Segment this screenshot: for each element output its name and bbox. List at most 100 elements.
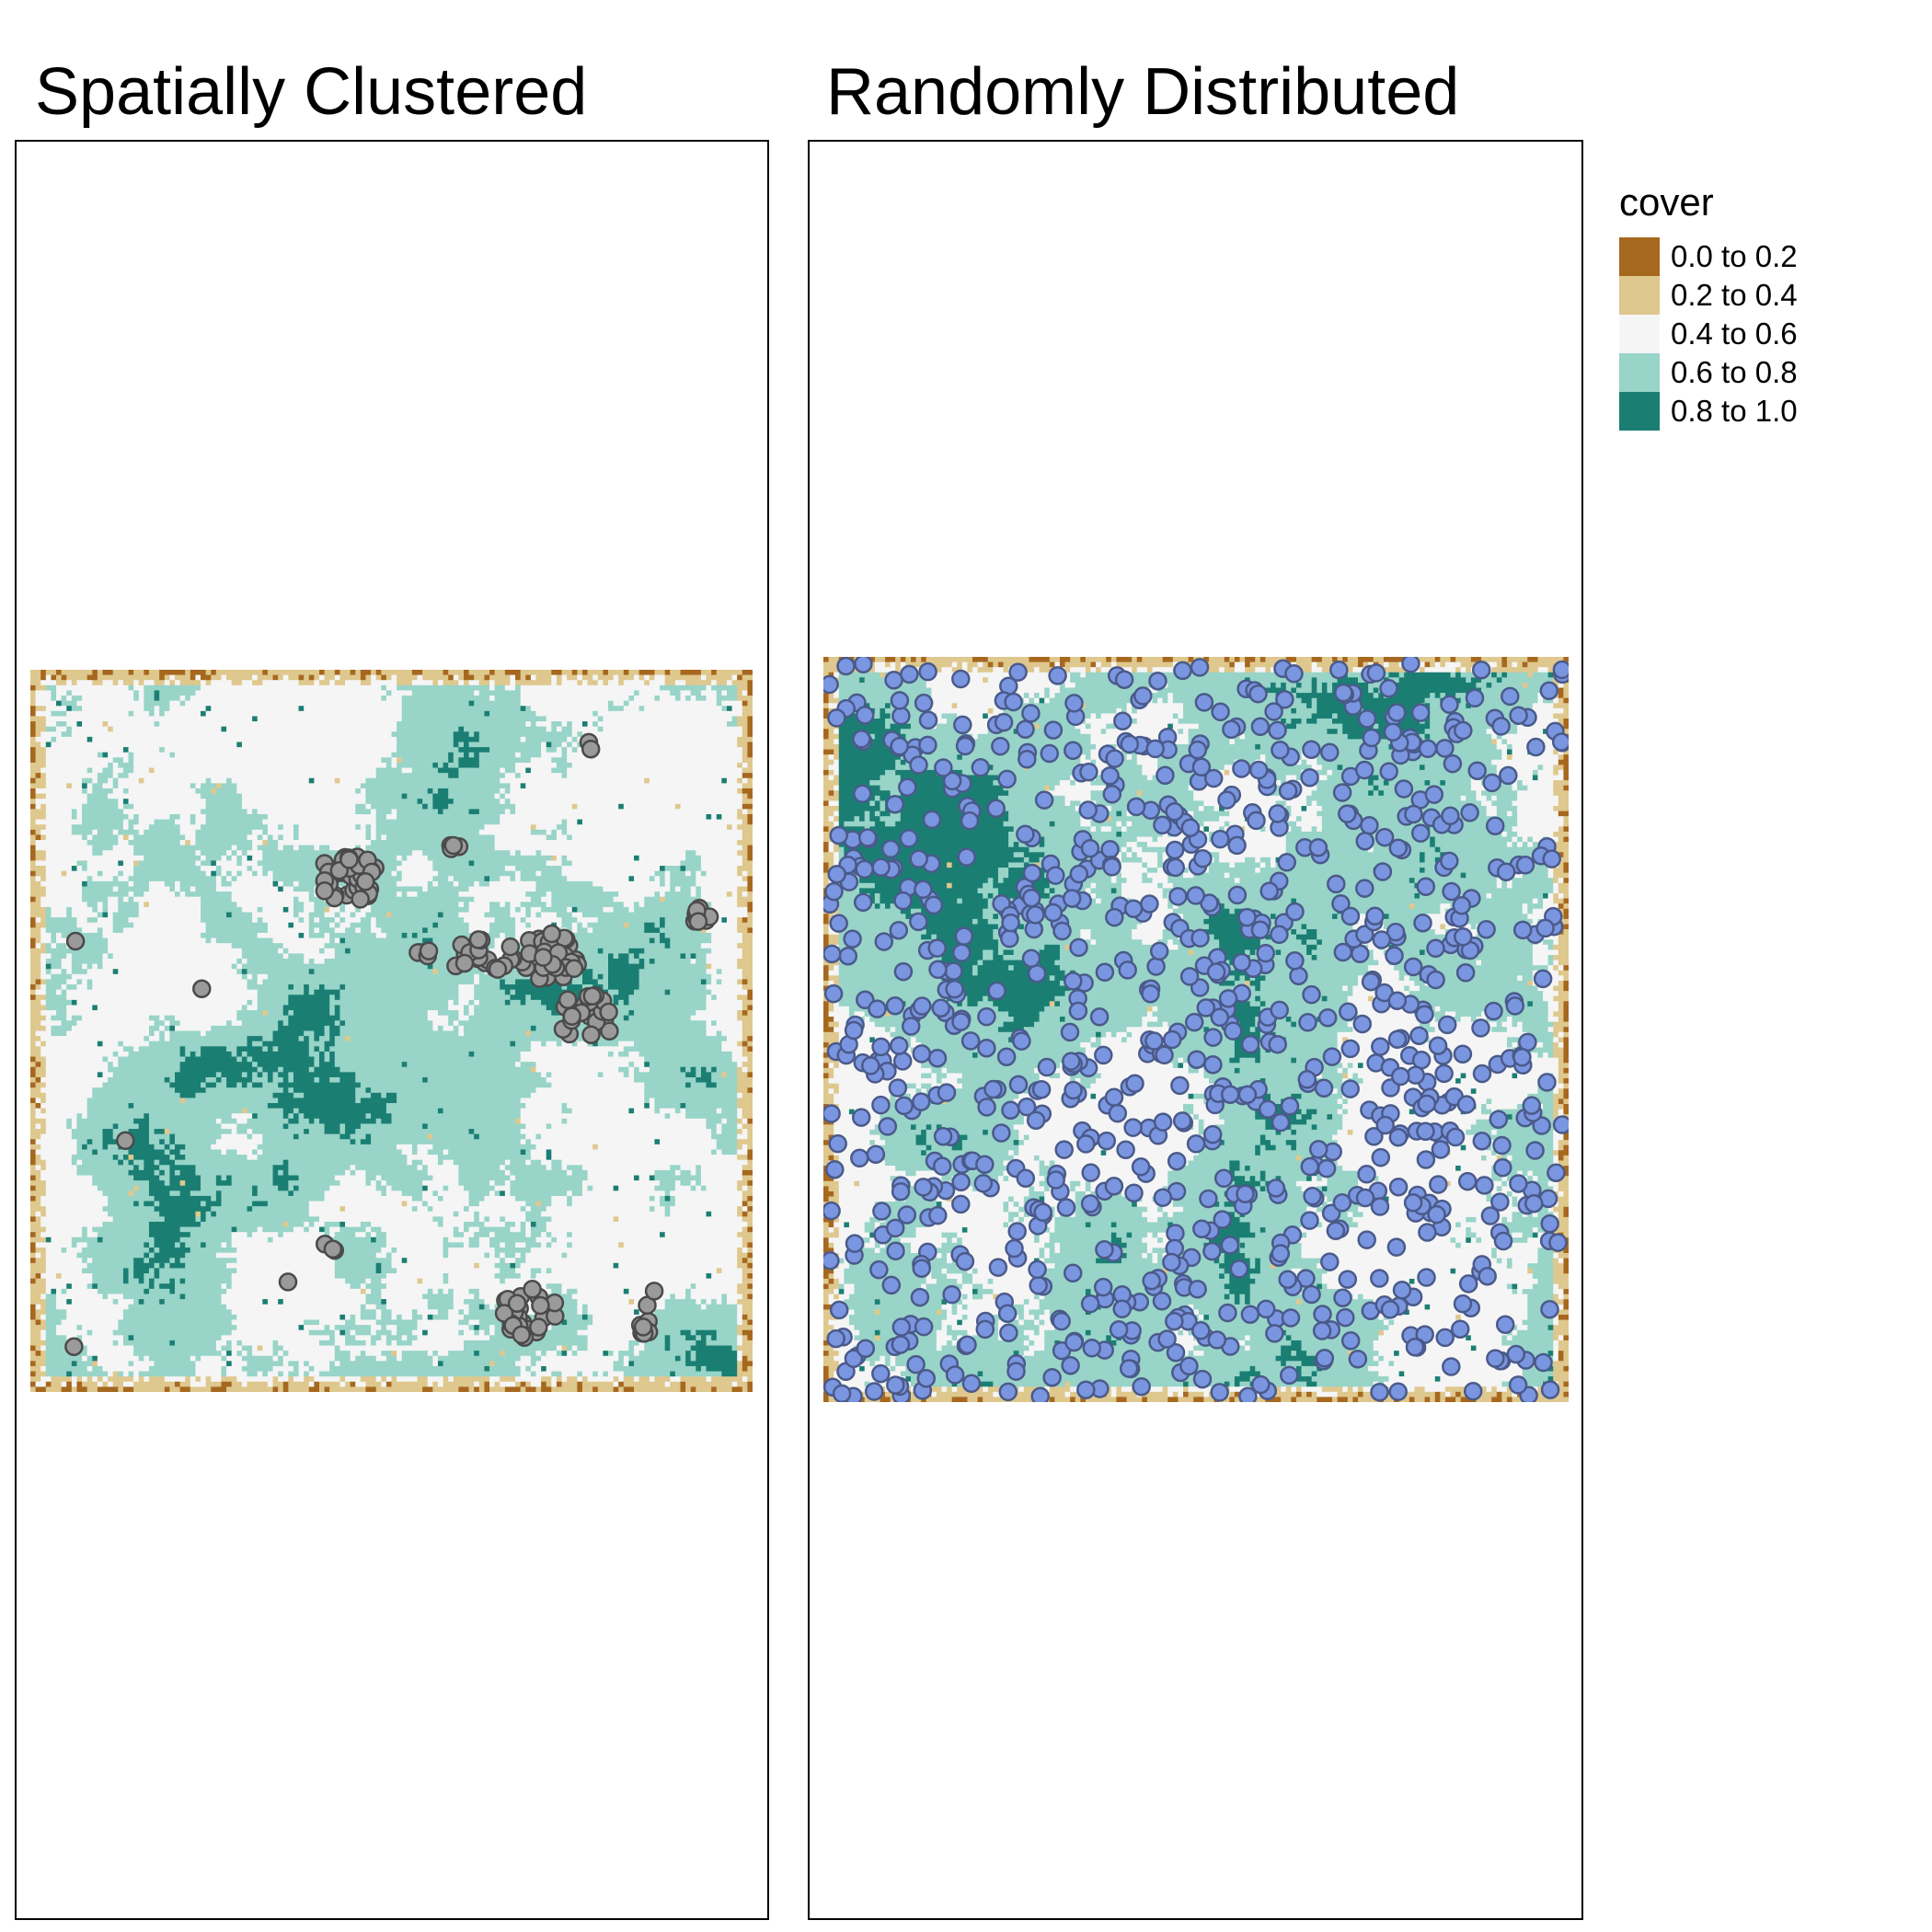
random-point: [1387, 991, 1408, 1010]
random-point: [1064, 1080, 1083, 1100]
random-point: [1046, 866, 1065, 885]
random-point: [1040, 743, 1060, 764]
random-point: [952, 943, 972, 962]
random-point: [1006, 1362, 1026, 1381]
random-point: [1237, 1085, 1258, 1104]
random-point: [1080, 838, 1100, 858]
random-point: [1509, 706, 1528, 725]
random-point: [1361, 972, 1381, 992]
random-point: [1280, 1097, 1300, 1116]
random-point: [1437, 1015, 1457, 1035]
random-point: [1165, 801, 1184, 822]
random-point: [1484, 1001, 1503, 1021]
clustered-point: [599, 1002, 618, 1022]
random-point: [1016, 1168, 1036, 1188]
random-point: [1505, 996, 1525, 1016]
random-point: [1142, 1271, 1161, 1291]
random-point: [1417, 1268, 1436, 1287]
random-point: [901, 1017, 921, 1036]
clustered-point: [529, 1317, 548, 1337]
random-point: [1259, 881, 1279, 901]
random-point: [1533, 969, 1553, 989]
random-point: [1386, 922, 1406, 942]
random-point: [1442, 881, 1461, 902]
clustered-point: [315, 881, 335, 901]
random-point: [1409, 1026, 1429, 1045]
random-point: [1095, 1240, 1114, 1259]
random-point: [1300, 1211, 1319, 1230]
random-point: [871, 1095, 891, 1115]
clustered-point: [534, 948, 553, 967]
random-point: [1379, 679, 1398, 698]
random-point: [1001, 913, 1020, 933]
random-point: [1387, 703, 1407, 722]
random-point: [1037, 1057, 1057, 1077]
random-point: [1548, 1233, 1568, 1252]
random-point: [894, 1096, 914, 1116]
random-point: [1370, 1269, 1389, 1288]
random-point: [1352, 1014, 1373, 1034]
random-point: [1512, 920, 1533, 940]
random-point: [1211, 702, 1230, 722]
random-point: [885, 1218, 905, 1238]
random-point: [1266, 1179, 1286, 1198]
random-point: [1145, 739, 1165, 759]
random-point: [909, 755, 928, 775]
random-point: [1275, 690, 1294, 709]
random-point: [1170, 1075, 1190, 1096]
random-point: [1434, 1064, 1454, 1084]
random-point: [1268, 720, 1287, 741]
random-point: [1026, 905, 1045, 925]
random-point: [1357, 1230, 1376, 1249]
random-point: [953, 715, 972, 735]
random-point: [1465, 688, 1485, 708]
random-point: [855, 706, 875, 725]
random-point: [827, 864, 846, 884]
random-point: [829, 825, 848, 845]
random-point: [1094, 1045, 1113, 1065]
random-point: [1155, 1045, 1174, 1065]
random-point: [1475, 1176, 1494, 1195]
random-point: [898, 777, 917, 798]
random-point: [855, 859, 874, 880]
random-point: [997, 769, 1017, 789]
random-point: [1124, 1183, 1144, 1202]
random-point: [977, 1038, 996, 1058]
random-point: [1300, 767, 1319, 788]
legend-swatch-3: [1619, 353, 1660, 392]
legend-swatch-2: [1619, 315, 1660, 353]
random-point: [891, 1181, 911, 1202]
random-point: [1153, 815, 1172, 835]
cover-raster-left: [30, 670, 753, 1392]
random-point: [1472, 1132, 1492, 1151]
random-point: [1289, 966, 1308, 985]
random-point: [1131, 1157, 1151, 1177]
clustered-point: [443, 835, 464, 856]
random-point: [880, 839, 901, 859]
random-point: [955, 736, 975, 756]
random-point: [1105, 907, 1124, 927]
random-point: [1222, 719, 1241, 740]
random-point: [1357, 1165, 1376, 1184]
random-point: [1213, 1168, 1234, 1189]
random-point: [1355, 1188, 1375, 1208]
random-point: [913, 996, 932, 1016]
random-point: [1000, 928, 1019, 949]
clustered-point: [688, 912, 708, 931]
random-point: [1551, 732, 1569, 752]
random-point: [891, 1335, 911, 1354]
random-point: [1270, 925, 1289, 945]
random-point: [1202, 1124, 1223, 1144]
random-point: [996, 1047, 1017, 1066]
random-point: [909, 849, 928, 868]
random-point: [1102, 785, 1122, 804]
random-point: [955, 1251, 975, 1271]
random-point: [1060, 1022, 1080, 1042]
random-point: [928, 960, 948, 980]
random-point: [1460, 803, 1479, 822]
random-point: [823, 1251, 840, 1271]
random-point: [954, 926, 974, 946]
random-point: [951, 669, 971, 689]
random-point: [823, 674, 839, 695]
random-point: [1166, 1342, 1186, 1363]
